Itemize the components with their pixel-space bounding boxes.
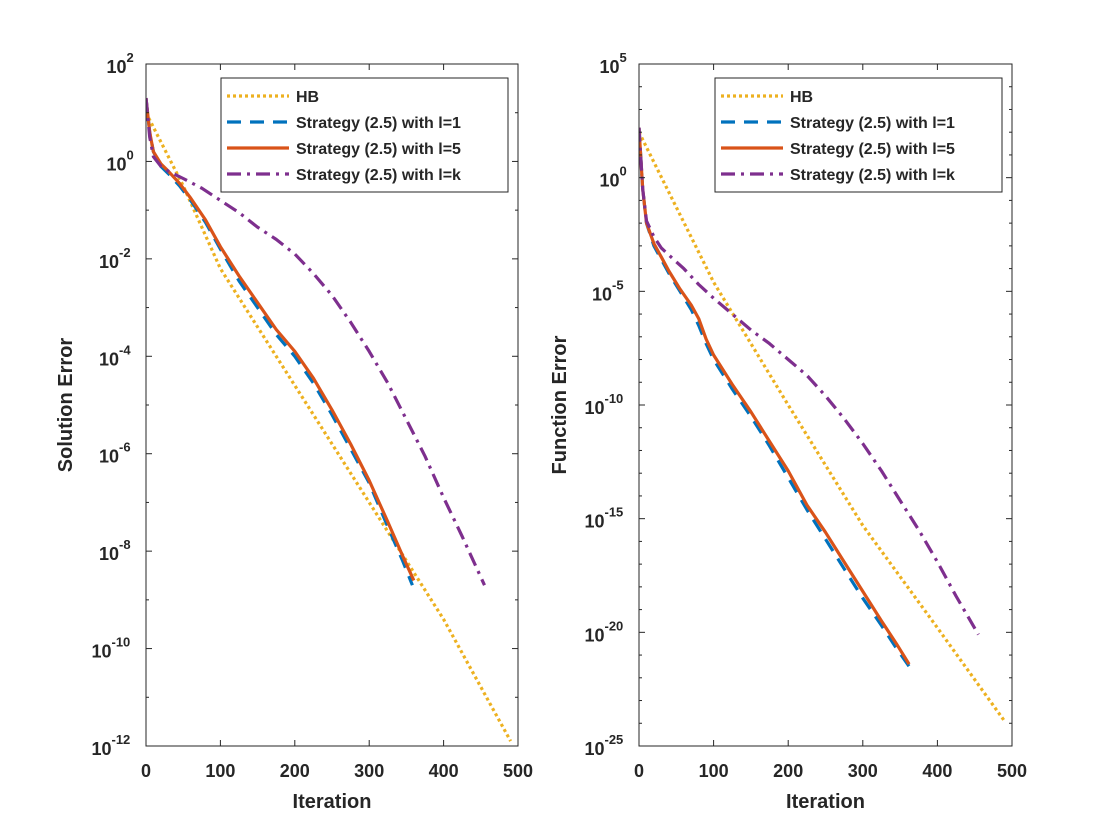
x-tick-label: 0 (634, 761, 644, 781)
y-tick-label: 10 (599, 57, 619, 77)
y-axis-label: Function Error (549, 335, 571, 474)
legend-label-4: Strategy (2.5) with l=k (790, 167, 955, 184)
series-group (146, 97, 513, 742)
series-line-4 (639, 127, 980, 636)
legend-label-1: HB (790, 89, 813, 106)
x-axis-label: Iteration (293, 791, 372, 813)
legend-box (714, 77, 1003, 193)
y-tick-label: 10 (592, 284, 612, 304)
y-tick-exponent: -20 (605, 618, 624, 633)
x-tick-label: 400 (429, 761, 459, 781)
y-tick-exponent: 2 (127, 50, 134, 65)
chart-panel-2: 0 100 200 300 400 50010-2510-2010-1510-1010-5… (549, 50, 1027, 813)
y-tick-exponent: -25 (605, 732, 624, 747)
series-line-1 (146, 111, 513, 742)
y-tick-exponent: -10 (112, 635, 131, 650)
y-tick-exponent: 0 (127, 147, 134, 162)
legend-label-4: Strategy (2.5) with l=k (296, 167, 461, 184)
x-tick-label: 500 (503, 761, 533, 781)
y-tick-label: 10 (584, 512, 604, 532)
x-tick-label: 0 (141, 761, 151, 781)
series-line-3 (146, 97, 416, 582)
legend-label-2: Strategy (2.5) with l=1 (790, 115, 955, 132)
x-tick-label: 300 (354, 761, 384, 781)
series-line-1 (639, 131, 1006, 722)
y-axis-label: Solution Error (55, 338, 77, 473)
y-tick-exponent: -15 (605, 505, 624, 520)
y-tick-exponent: -5 (612, 277, 624, 292)
x-tick-label: 500 (997, 761, 1027, 781)
y-tick-label: 10 (99, 447, 119, 467)
y-tick-exponent: -10 (605, 391, 624, 406)
y-tick-exponent: 0 (620, 164, 627, 179)
y-tick-label: 10 (106, 154, 126, 174)
y-tick-label: 10 (99, 252, 119, 272)
y-tick-exponent: -4 (119, 342, 131, 357)
series-line-3 (639, 127, 911, 666)
x-tick-label: 200 (773, 761, 803, 781)
y-tick-label: 10 (91, 642, 111, 662)
y-tick-label: 10 (91, 739, 111, 759)
x-tick-label: 200 (280, 761, 310, 781)
y-tick-label: 10 (99, 349, 119, 369)
x-tick-label: 100 (205, 761, 235, 781)
x-tick-label: 300 (848, 761, 878, 781)
legend-label-3: Strategy (2.5) with l=5 (790, 141, 955, 158)
x-tick-label: 400 (922, 761, 952, 781)
y-tick-label: 10 (106, 57, 126, 77)
x-tick-label: 100 (699, 761, 729, 781)
y-tick-label: 10 (99, 544, 119, 564)
legend-label-2: Strategy (2.5) with l=1 (296, 115, 461, 132)
y-tick-exponent: 5 (620, 50, 627, 65)
series-group (639, 127, 1006, 722)
legend: HB Strategy (2.5) with l=1 Strategy (2.5) … (220, 77, 509, 193)
y-tick-label: 10 (584, 398, 604, 418)
y-tick-exponent: -8 (119, 537, 131, 552)
y-tick-label: 10 (584, 625, 604, 645)
y-tick-exponent: -2 (119, 245, 131, 260)
legend-label-1: HB (296, 89, 319, 106)
x-axis-label: Iteration (786, 791, 865, 813)
y-tick-label: 10 (599, 171, 619, 191)
legend-label-3: Strategy (2.5) with l=5 (296, 141, 461, 158)
legend: HB Strategy (2.5) with l=1 Strategy (2.5) … (714, 77, 1003, 193)
chart-panel-1: 0 100 200 300 400 50010-1210-1010-810-610-410… (55, 50, 533, 813)
y-tick-exponent: -6 (119, 440, 131, 455)
panels: 0 100 200 300 400 50010-1210-1010-810-610-410… (55, 50, 1027, 813)
y-tick-label: 10 (584, 739, 604, 759)
y-tick-exponent: -12 (112, 732, 131, 747)
